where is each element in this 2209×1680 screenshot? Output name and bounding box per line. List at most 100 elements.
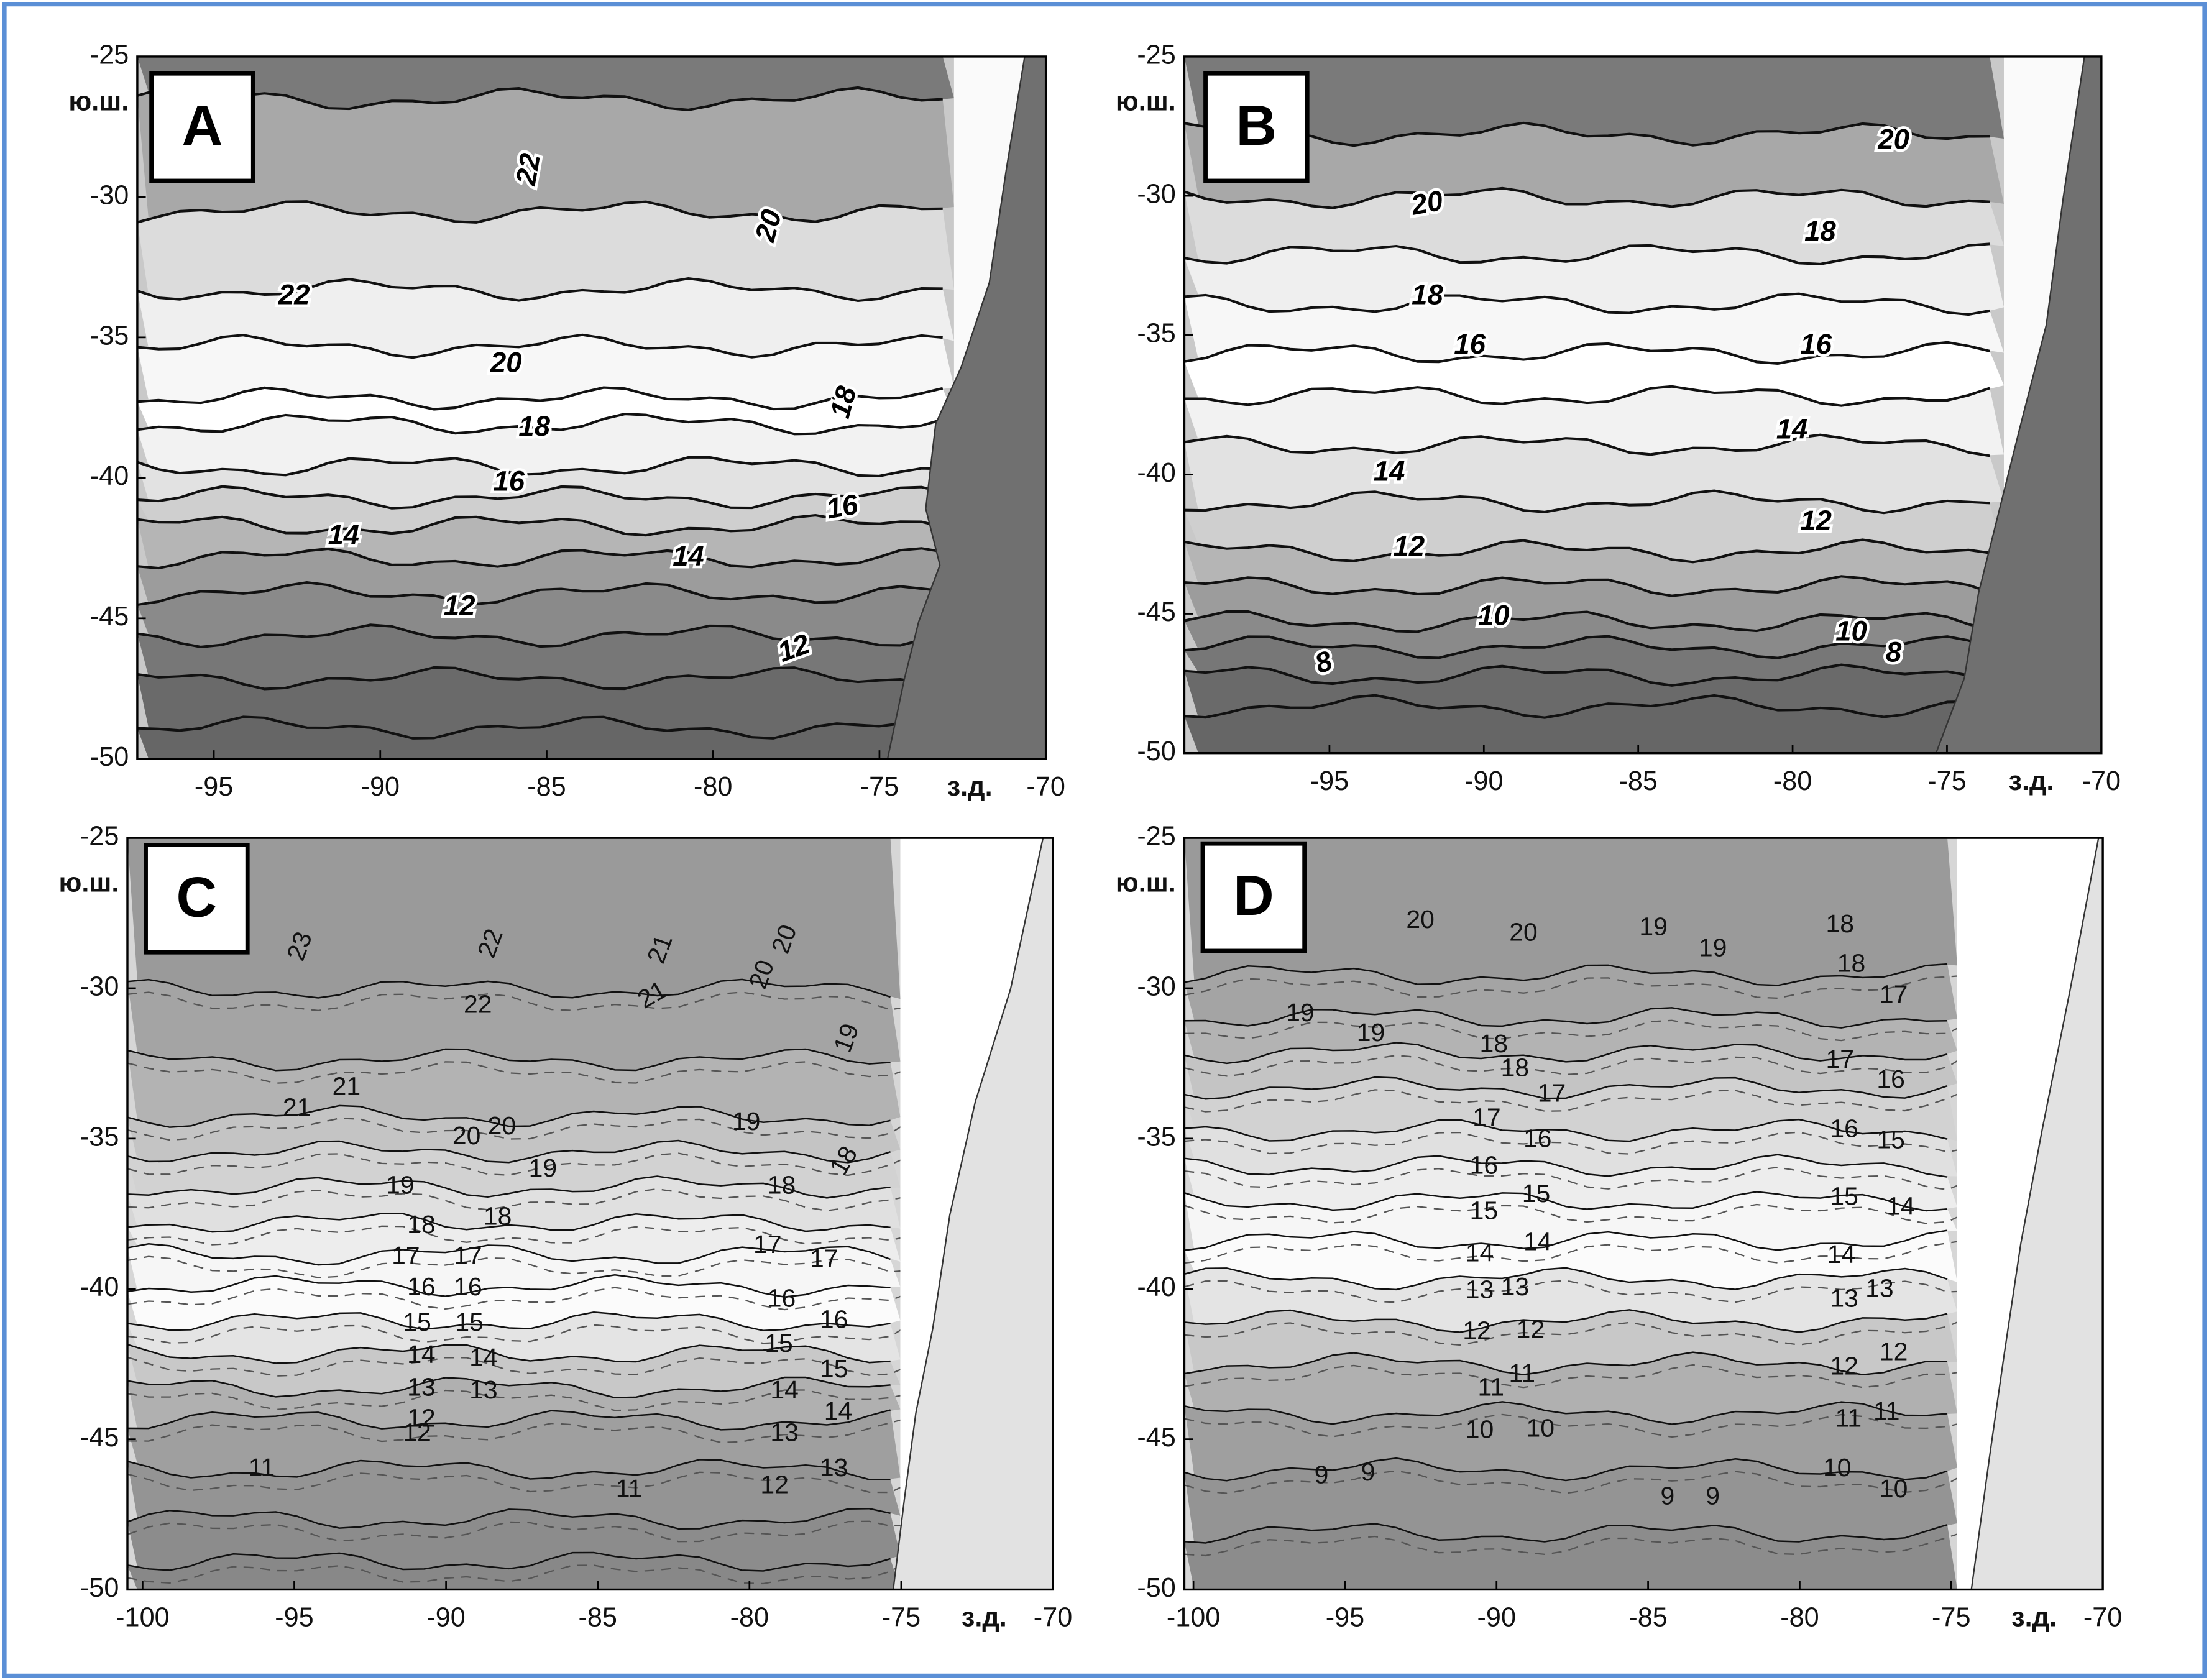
temperature-band: [1184, 293, 2004, 364]
temperature-band: [127, 1105, 901, 1163]
x-tick-label: -80: [730, 1603, 769, 1633]
x-tick-label: -80: [1773, 766, 1812, 796]
contour-label: 13: [1466, 1275, 1494, 1304]
isotherm: [1184, 433, 1990, 457]
contour-label: 11: [1835, 1404, 1862, 1433]
contour-label: 12: [1880, 1338, 1908, 1366]
isotherm: [137, 200, 943, 224]
isotherm: [137, 514, 944, 537]
contour-label: 16: [407, 1272, 436, 1301]
contour-label: 17: [1538, 1079, 1566, 1108]
isotherm-dashed: [1184, 970, 2075, 1042]
contour-label: 15: [403, 1308, 431, 1336]
isotherm: [127, 1175, 891, 1199]
isotherm: [1184, 538, 1990, 564]
isotherm: [137, 485, 944, 510]
x-tick-label: -75: [860, 772, 899, 802]
contour-label: 22: [464, 989, 492, 1018]
contour-label: 17: [810, 1244, 838, 1273]
isotherm: [137, 666, 944, 691]
isotherm: [1184, 1267, 1948, 1291]
isotherm: [1184, 575, 1990, 597]
contour-label: 21: [283, 1093, 311, 1121]
temperature-band: [127, 979, 901, 1072]
isotherm: [127, 978, 891, 999]
temperature-band: [137, 56, 954, 110]
contour-label: 13: [770, 1418, 799, 1446]
map-panel: 222022201818161614141212-25-30-35-40-45-…: [68, 40, 1065, 802]
temperature-band: [127, 1244, 901, 1297]
isotherm: [1184, 489, 1990, 515]
x-tick-label: -70: [1026, 772, 1065, 802]
isotherm: [1184, 1351, 1948, 1375]
temperature-band: [1184, 1008, 1957, 1063]
isotherm-dashed: [1184, 931, 2075, 999]
isotherm: [127, 1311, 891, 1332]
plot-border: [1183, 837, 2104, 1591]
latitude-label: ю.ш.: [68, 86, 129, 116]
temperature-band: [1184, 56, 2004, 145]
isotherm: [137, 581, 943, 607]
x-tick-label: -85: [1628, 1603, 1667, 1633]
y-tick-label: -30: [90, 180, 129, 210]
temperature-band: [1184, 434, 2004, 513]
contour-label: 16: [1523, 1124, 1552, 1152]
isotherm: [1184, 242, 1990, 265]
temperature-band: [1184, 188, 2004, 265]
isotherm-dashed: [1184, 1482, 2075, 1557]
contour-label: 14: [673, 540, 704, 572]
contour-label: 12: [444, 590, 475, 622]
contour-label: 16: [1876, 1065, 1905, 1093]
contour-label: 19: [529, 1154, 558, 1182]
contour-label: 17: [392, 1241, 420, 1270]
temperature-band: [137, 201, 954, 301]
isotherm: [137, 86, 943, 111]
isotherm-dashed: [127, 1272, 1018, 1344]
contour-label: 11: [1873, 1397, 1899, 1425]
plot-border: [1183, 55, 2103, 755]
contour-label: 20: [1406, 905, 1435, 934]
isotherm-dashed: [127, 1511, 1018, 1585]
x-tick-label: -90: [1477, 1603, 1516, 1633]
isotherm: [137, 333, 943, 359]
isotherm: [1184, 292, 1990, 316]
contour-label: 20: [1509, 917, 1538, 946]
contour-label: 14: [1523, 1227, 1552, 1255]
contour-label: 14: [824, 1397, 853, 1425]
y-tick-label: -30: [1137, 179, 1175, 209]
contour-label: 16: [1454, 328, 1486, 360]
y-tick-label: -50: [80, 1573, 119, 1603]
isotherm-dashed: [1184, 1032, 2075, 1113]
plot-border: [136, 55, 1047, 760]
contour-label: 20: [488, 1111, 517, 1140]
x-tick-label: -75: [1927, 766, 1966, 796]
panel-label: C: [177, 866, 218, 929]
isotherm-dashed: [127, 1341, 1018, 1411]
x-tick-label: -90: [426, 1603, 465, 1633]
contour-label: 12: [1830, 1351, 1858, 1380]
contour-label: 9: [1361, 1457, 1375, 1486]
temperature-band: [1184, 636, 2004, 686]
y-tick-label: -25: [1137, 821, 1175, 851]
isotherm: [127, 1048, 891, 1072]
contour-label: 14: [469, 1343, 498, 1372]
x-tick-label: -95: [1326, 1603, 1364, 1633]
latitude-label: ю.ш.: [1116, 868, 1176, 898]
temperature-band: [1184, 122, 2004, 208]
isotherm-dashed: [127, 1171, 1018, 1246]
contour-label: 11: [616, 1474, 642, 1503]
isotherm: [137, 547, 944, 570]
contour-label: 17: [1880, 980, 1908, 1009]
contour-label: 12: [1394, 530, 1425, 562]
latitude-label: ю.ш.: [58, 868, 119, 898]
isotherm-dashed: [127, 946, 1018, 1012]
isotherm: [1184, 1523, 1948, 1544]
isotherm: [137, 386, 944, 411]
contour-label: 18: [484, 1201, 512, 1230]
y-tick-label: -45: [80, 1423, 119, 1453]
contour-label: 13: [407, 1373, 436, 1402]
temperature-band: [137, 278, 954, 357]
temperature-band: [137, 88, 954, 223]
x-tick-label: -95: [1310, 766, 1349, 796]
